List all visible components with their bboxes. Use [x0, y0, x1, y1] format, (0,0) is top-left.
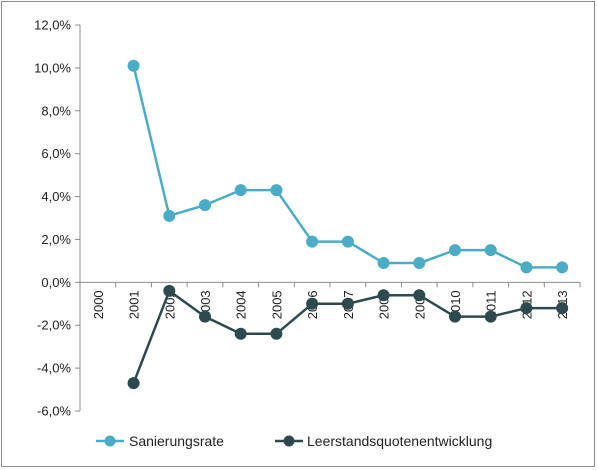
data-point [377, 257, 390, 270]
legend-label: Sanierungsrate [129, 433, 224, 449]
data-point [270, 327, 283, 340]
y-tick-label: 10,0% [34, 60, 71, 75]
legend-marker [104, 435, 116, 447]
data-point [306, 235, 319, 248]
x-tick-label: 2001 [127, 290, 142, 319]
y-tick-label: 0,0% [41, 275, 71, 290]
data-point [341, 297, 354, 310]
data-point [484, 244, 497, 257]
legend-label: Leerstandsquotenentwicklung [307, 433, 492, 449]
legend: Sanierungsrate Leerstandsquotenentwicklun… [96, 433, 492, 449]
data-point [127, 59, 140, 72]
data-point [377, 289, 390, 302]
y-tick-label: -2,0% [37, 318, 71, 333]
x-tick-label: 2011 [484, 290, 499, 318]
data-point [449, 310, 461, 323]
data-point [127, 377, 140, 390]
data-point [163, 209, 176, 222]
data-point [234, 327, 247, 340]
y-tick-label: 4,0% [41, 189, 71, 204]
legend-item-1: Sanierungsrate [96, 433, 224, 449]
data-point [449, 244, 461, 257]
data-point [270, 184, 283, 197]
data-point [199, 199, 211, 212]
x-tick-label: 2005 [269, 290, 284, 319]
y-tick-label: 6,0% [41, 146, 71, 161]
data-point [199, 310, 211, 323]
data-point [413, 257, 426, 270]
y-tick-label: 12,0% [34, 18, 71, 33]
data-point [163, 284, 176, 297]
data-point [484, 310, 497, 323]
series-layer [127, 59, 569, 390]
data-point [413, 289, 426, 302]
data-point [341, 235, 354, 248]
y-tick-label: -4,0% [37, 361, 71, 376]
x-tick-label: 2000 [91, 290, 106, 319]
data-point [306, 297, 319, 310]
y-tick-label: -6,0% [37, 404, 71, 419]
data-point [234, 184, 247, 197]
legend-item-2: Leerstandsquotenentwicklung [275, 433, 492, 449]
y-tick-label: 2,0% [41, 232, 71, 247]
series-1 [127, 59, 569, 274]
legend-marker [283, 435, 295, 447]
data-point [556, 302, 569, 315]
x-tick-label: 2004 [234, 290, 249, 319]
data-point [520, 302, 533, 315]
y-axis: -6,0% -4,0% -2,0% 0,0% 2,0% 4,0% 6,0% 8,0% 10,0%… [34, 18, 81, 419]
data-point [556, 261, 569, 274]
data-point [520, 261, 533, 274]
series-2 [127, 284, 569, 390]
y-tick-label: 8,0% [41, 103, 71, 118]
